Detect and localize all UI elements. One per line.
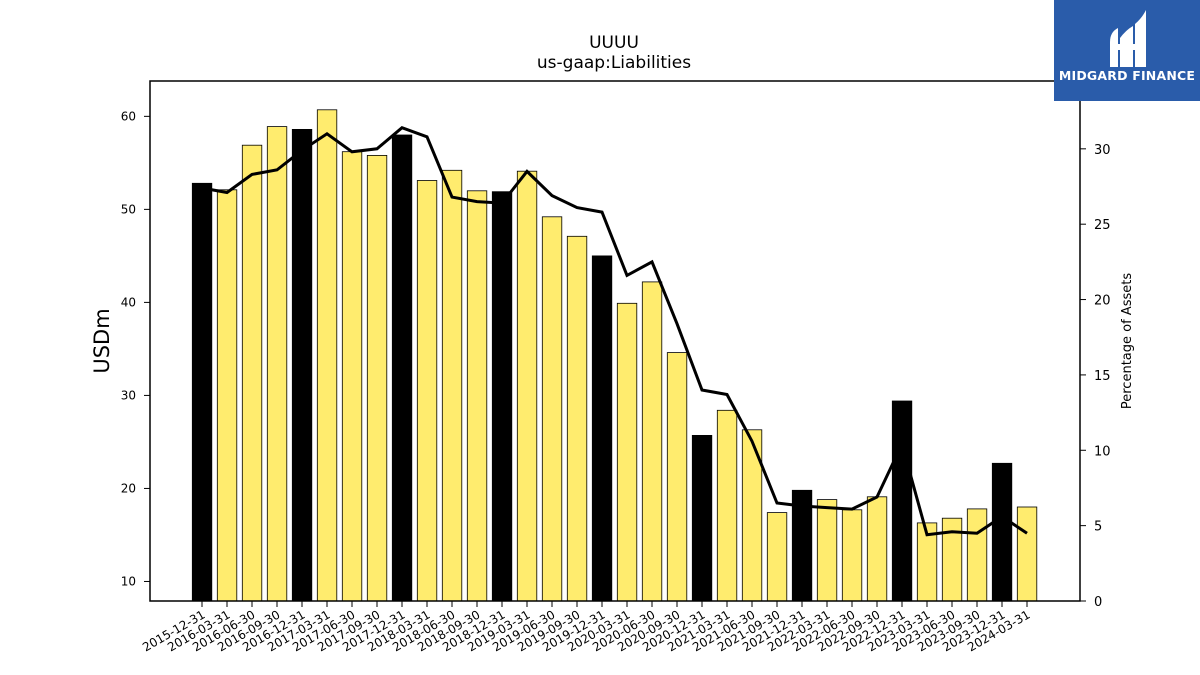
left-axis: 10 20 30 40 50 60 xyxy=(121,109,150,588)
bar-2016-09-30 xyxy=(266,126,288,602)
y-tick-label: 60 xyxy=(121,109,136,123)
bar-2024-03-31 xyxy=(1016,506,1038,602)
y2-tick-label: 15 xyxy=(1094,369,1111,384)
bar-2022-09-30 xyxy=(866,496,888,602)
bar-2019-03-31 xyxy=(516,170,538,602)
bar-2016-12-31 xyxy=(291,128,313,602)
bar-2016-06-30 xyxy=(241,144,263,602)
bar-2021-09-30 xyxy=(766,512,788,602)
y2-tick-label: 10 xyxy=(1094,444,1111,459)
y2-tick-label: 20 xyxy=(1094,294,1111,309)
y2-tick-label: 25 xyxy=(1094,218,1111,233)
bar-2023-12-31 xyxy=(991,462,1013,602)
y-tick-label: 30 xyxy=(121,388,136,402)
bar-2019-12-31 xyxy=(591,255,613,602)
chart-title: UUUU xyxy=(589,33,639,53)
y2-tick-label: 5 xyxy=(1094,520,1102,535)
bar-2022-12-31 xyxy=(891,400,913,602)
x-axis: 2015-12-312016-03-312016-06-302016-09-30… xyxy=(140,601,1033,654)
bar-2017-06-30 xyxy=(341,151,363,602)
bar-2018-09-30 xyxy=(466,190,488,602)
bar-2016-03-31 xyxy=(216,189,238,602)
bar-2017-03-31 xyxy=(316,109,338,602)
right-axis: 0 5 10 15 20 25 30 xyxy=(1080,143,1111,610)
bar-2019-06-30 xyxy=(541,216,563,602)
bar-2018-06-30 xyxy=(441,169,463,602)
midgard-finance-logo: MIDGARD FINANCE xyxy=(1054,0,1200,101)
y2-tick-label: 0 xyxy=(1094,595,1102,610)
y-tick-label: 20 xyxy=(121,481,136,495)
y-tick-label: 50 xyxy=(121,202,136,216)
y2-axis-label: Percentage of Assets xyxy=(1120,273,1135,409)
plot-frame xyxy=(149,80,1081,602)
bar-2015-12-31 xyxy=(191,182,213,602)
bar-2022-03-31 xyxy=(816,499,838,602)
bar-2023-09-30 xyxy=(966,508,988,602)
bar-2018-12-31 xyxy=(491,191,513,602)
bar-2017-09-30 xyxy=(366,154,388,602)
bar-2022-06-30 xyxy=(841,509,863,602)
y-tick-label: 10 xyxy=(121,574,136,588)
bar-2020-06-30 xyxy=(641,281,663,602)
logo-text: MIDGARD FINANCE xyxy=(1058,68,1196,83)
y2-tick-label: 30 xyxy=(1094,143,1111,158)
bar-2020-12-31 xyxy=(691,434,713,602)
bar-group xyxy=(191,109,1038,602)
bar-2020-09-30 xyxy=(666,352,688,602)
bar-2018-03-31 xyxy=(416,180,438,602)
bar-2017-12-31 xyxy=(391,134,413,602)
bar-2021-03-31 xyxy=(716,409,738,602)
chart-subtitle: us-gaap:Liabilities xyxy=(537,53,691,73)
bar-2019-09-30 xyxy=(566,235,588,602)
percentage-line xyxy=(201,125,1028,537)
y-tick-label: 40 xyxy=(121,295,136,309)
y-axis-label: USDm xyxy=(90,308,114,373)
logo-mark-icon xyxy=(1110,10,1146,67)
bar-2020-03-31 xyxy=(616,302,638,602)
